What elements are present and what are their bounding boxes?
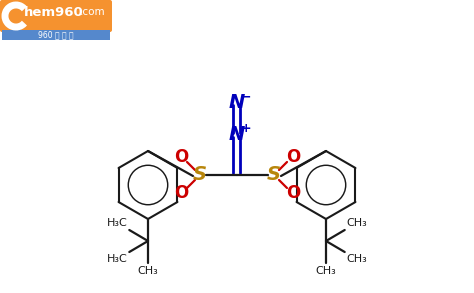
Text: O: O	[174, 184, 188, 202]
Text: hem960: hem960	[24, 6, 84, 18]
Text: CH₃: CH₃	[346, 218, 367, 228]
Text: CH₃: CH₃	[316, 266, 337, 276]
Text: O: O	[286, 184, 300, 202]
Text: CH₃: CH₃	[346, 254, 367, 264]
Text: S: S	[267, 166, 281, 185]
Text: 960 化 工 网: 960 化 工 网	[38, 30, 74, 40]
Text: CH₃: CH₃	[137, 266, 158, 276]
Text: N: N	[229, 125, 245, 144]
FancyBboxPatch shape	[0, 0, 112, 32]
Text: .com: .com	[80, 7, 106, 17]
Bar	[2, 30, 110, 40]
Text: O: O	[174, 148, 188, 166]
Text: −: −	[241, 91, 251, 103]
Text: O: O	[286, 148, 300, 166]
Text: +: +	[241, 122, 251, 135]
Text: H₃C: H₃C	[107, 218, 128, 228]
Text: S: S	[193, 166, 207, 185]
Text: H₃C: H₃C	[107, 254, 128, 264]
Text: N: N	[229, 93, 245, 113]
